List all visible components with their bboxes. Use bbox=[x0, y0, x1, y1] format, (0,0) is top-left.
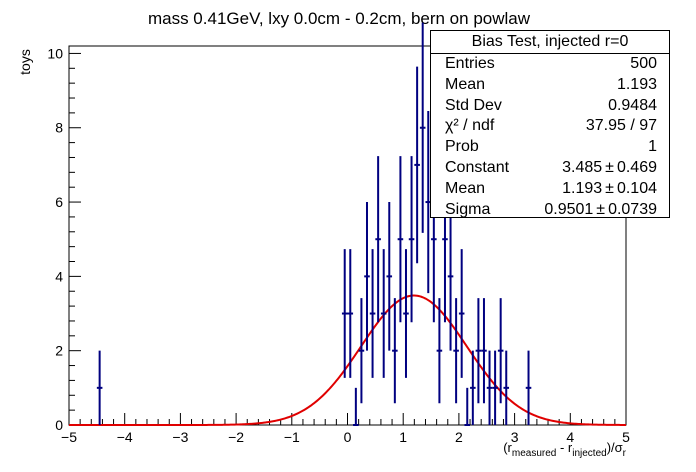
x-label-sub-r: r bbox=[623, 448, 627, 459]
stats-fit-error: 0.0739 bbox=[608, 200, 657, 218]
data-point bbox=[486, 350, 493, 425]
stats-label: Entries bbox=[445, 55, 495, 72]
data-point bbox=[408, 156, 415, 323]
stats-row-stddev: Std Dev 0.9484 bbox=[431, 96, 669, 117]
data-point bbox=[419, 22, 426, 233]
chart-title: mass 0.41GeV, lxy 0.0cm - 0.2cm, bern on… bbox=[148, 9, 531, 28]
stats-label: Mean bbox=[445, 75, 486, 93]
x-tick-label: 5 bbox=[622, 429, 630, 445]
data-point bbox=[375, 156, 381, 323]
data-point bbox=[447, 202, 454, 351]
x-tick-label: 2 bbox=[455, 429, 463, 445]
stats-fit-value: 0.9501 bbox=[544, 200, 594, 218]
stats-label: Sigma bbox=[445, 200, 491, 218]
y-tick-label: 2 bbox=[55, 343, 63, 359]
stats-label: Std Dev bbox=[445, 96, 502, 114]
stats-row-mean: Mean 1.193 bbox=[431, 75, 669, 96]
stats-value: 1.193 bbox=[616, 75, 657, 93]
data-point bbox=[386, 202, 393, 351]
data-point bbox=[475, 298, 482, 404]
x-tick-label: −1 bbox=[284, 429, 300, 445]
data-point bbox=[380, 249, 387, 378]
y-axis-ticks: 0 2 4 6 8 10 bbox=[47, 45, 81, 433]
stats-value: 1.193 ±0.104 bbox=[562, 179, 657, 200]
x-axis-label: (rmeasured - rinjected)/σr bbox=[503, 440, 626, 459]
plus-minus-symbol: ± bbox=[596, 200, 606, 218]
data-point bbox=[403, 249, 409, 378]
stats-value: 3.485 ±0.469 bbox=[562, 158, 657, 179]
stats-title: Bias Test, injected r=0 bbox=[431, 31, 669, 54]
data-point bbox=[470, 350, 476, 425]
data-point bbox=[364, 202, 370, 351]
data-point bbox=[436, 298, 443, 404]
stats-value: 0.9484 bbox=[608, 96, 657, 114]
stats-row-sigma: Sigma 0.9501 ±0.0739 bbox=[431, 200, 669, 221]
data-point bbox=[369, 249, 376, 378]
stats-fit-value: 1.193 bbox=[562, 179, 603, 197]
x-tick-label: −3 bbox=[172, 429, 188, 445]
stats-row-fit-mean: Mean 1.193 ±0.104 bbox=[431, 179, 669, 200]
y-tick-label: 6 bbox=[55, 194, 63, 210]
data-point bbox=[341, 249, 348, 378]
y-tick-label: 0 bbox=[55, 417, 63, 433]
fit-layer bbox=[69, 294, 627, 426]
plus-minus-symbol: ± bbox=[605, 179, 614, 197]
stats-value: 1 bbox=[648, 138, 657, 156]
stats-row-chi2: χ² / ndf 37.95 / 97 bbox=[431, 116, 669, 137]
x-label-mid: - r bbox=[556, 440, 573, 455]
x-tick-label: −2 bbox=[228, 429, 244, 445]
stats-value: 0.9501 ±0.0739 bbox=[544, 200, 657, 221]
plus-minus-symbol: ± bbox=[605, 158, 614, 176]
data-point bbox=[525, 350, 532, 425]
data-point bbox=[358, 298, 365, 404]
x-tick-label: 4 bbox=[566, 429, 574, 445]
x-tick-label: 3 bbox=[511, 429, 519, 445]
x-tick-label: 1 bbox=[399, 429, 407, 445]
data-point bbox=[392, 298, 398, 404]
data-points bbox=[96, 22, 532, 426]
x-label-sub-measured: measured bbox=[512, 448, 556, 459]
data-point bbox=[96, 350, 103, 425]
x-tick-label: −4 bbox=[117, 429, 133, 445]
stats-fit-error: 0.104 bbox=[616, 179, 657, 197]
stats-row-prob: Prob 1 bbox=[431, 137, 669, 158]
stats-label: χ² / ndf bbox=[445, 117, 495, 135]
data-point bbox=[397, 156, 404, 323]
data-point bbox=[453, 298, 459, 404]
stats-box: Bias Test, injected r=0 Entries 500 Mean… bbox=[430, 30, 670, 218]
stats-fit-error: 0.469 bbox=[616, 158, 657, 176]
y-tick-label: 4 bbox=[55, 268, 63, 284]
data-point bbox=[481, 298, 487, 404]
stats-label: Prob bbox=[445, 138, 479, 156]
x-label-open: (r bbox=[503, 440, 512, 455]
x-label-sub-injected: injected bbox=[572, 448, 606, 459]
data-point bbox=[464, 387, 471, 426]
x-tick-label: 0 bbox=[344, 429, 352, 445]
y-axis-label: toys bbox=[17, 49, 33, 75]
stats-value: 500 bbox=[630, 55, 657, 72]
stats-row-entries: Entries 500 bbox=[431, 54, 669, 75]
fit-curve bbox=[69, 294, 627, 426]
data-point bbox=[347, 249, 354, 378]
x-tick-label: −5 bbox=[61, 429, 77, 445]
y-tick-label: 10 bbox=[47, 45, 63, 61]
data-point bbox=[503, 350, 510, 425]
data-point bbox=[497, 298, 504, 404]
data-point bbox=[414, 66, 420, 264]
x-axis-ticks: −5 −4 −3 −2 −1 0 1 2 3 4 5 bbox=[61, 413, 630, 445]
y-tick-label: 8 bbox=[55, 120, 63, 136]
data-point bbox=[458, 249, 465, 378]
x-label-close: )/σ bbox=[607, 440, 623, 455]
stats-value: 37.95 / 97 bbox=[585, 117, 657, 135]
stats-label: Constant bbox=[445, 158, 510, 176]
stats-fit-value: 3.485 bbox=[562, 158, 603, 176]
data-point bbox=[492, 350, 498, 425]
stats-label: Mean bbox=[445, 179, 486, 197]
data-point bbox=[353, 387, 359, 426]
stats-row-constant: Constant 3.485 ±0.469 bbox=[431, 158, 669, 179]
